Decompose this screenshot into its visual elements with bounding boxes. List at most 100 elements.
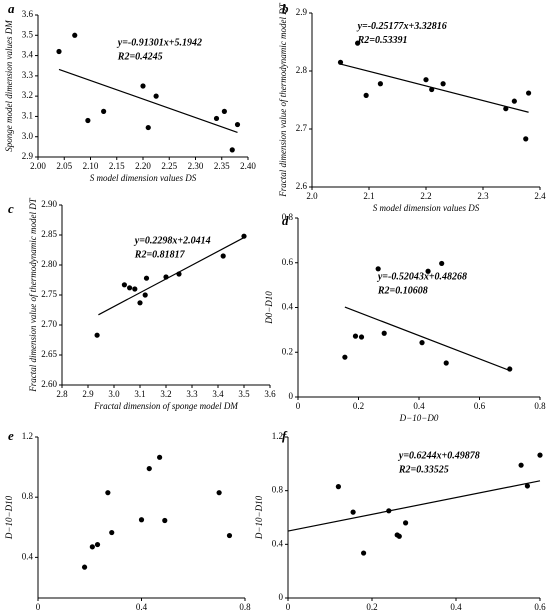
y-tick-label: 2.80 [41,259,57,269]
point [220,253,226,259]
x-axis-title: Fractal dimension of sponge model DM [93,401,238,411]
y-axis-title: Fractal dimension value of thermodynamic… [28,197,38,392]
annotation: y=-0.91301x+5.1942 [117,38,202,49]
point [396,533,402,539]
x-tick-label: 2.20 [135,161,151,171]
point [423,77,429,83]
point [221,108,227,114]
trendline [287,480,541,532]
x-tick-label: 0.8 [239,602,251,612]
point [105,490,111,496]
y-tick-label: 0.4 [22,551,34,561]
point [377,81,383,87]
point [101,108,107,114]
x-tick-label: 3.3 [186,389,198,399]
x-tick-label: 3.5 [238,389,250,399]
point [524,483,531,489]
x-tick-label: 2.9 [82,389,94,399]
x-tick-label: 3.2 [160,389,171,399]
y-tick-label: 2.75 [41,289,57,299]
annotation: R2=0.53391 [357,35,408,46]
y-axis-title: Sponge model dimension values DM [4,20,14,152]
y-tick-label: 0.2 [282,346,293,356]
x-tick-label: 2.35 [214,161,230,171]
y-tick-label: 2.90 [41,199,57,209]
y-tick-label: 2.6 [296,181,308,191]
point [352,333,359,339]
point [85,117,91,124]
x-tick-label: 3.1 [134,389,145,399]
x-tick-label: 3.6 [264,389,276,399]
point [153,93,159,99]
point [145,124,151,131]
x-tick-label: 0.6 [474,401,486,411]
point [216,490,222,496]
y-tick-label: 2.65 [41,349,57,359]
point [440,81,446,87]
point [140,83,146,89]
y-tick-label: 3.4 [22,50,34,60]
panel-label: a [8,1,15,16]
x-tick-label: 0 [36,602,41,612]
y-axis-title: Fractal dimension value of thermodynamic… [278,2,288,197]
point [526,90,532,96]
y-tick-label: 0.8 [272,485,284,495]
point [137,300,143,306]
x-tick-label: 0.4 [136,602,148,612]
y-tick-label: 3.5 [22,29,34,39]
x-tick-label: 0 [296,401,301,411]
y-tick-label: 0.8 [22,491,34,501]
y-tick-label: 0.8 [282,212,294,222]
x-tick-label: 2.25 [161,161,177,171]
panel-label: c [8,201,14,216]
y-tick-label: 0.6 [282,257,294,267]
panel-label: f [282,428,288,443]
point [537,452,543,458]
x-tick-label: 2.15 [109,161,125,171]
x-tick-label: 2.1 [363,191,374,201]
x-tick-label: 2.8 [56,389,68,399]
point [443,360,449,366]
x-tick-label: 2.10 [83,161,99,171]
y-tick-label: 0 [289,391,294,401]
annotation: y=0.2298x+2.0414 [134,235,211,246]
y-tick-label: 3.2 [22,90,33,100]
annotation: R2=0.33525 [398,465,449,476]
point [511,98,517,104]
point [375,266,381,272]
y-tick-label: 3.6 [22,9,34,19]
y-tick-label: 3.0 [22,131,34,141]
point [146,465,152,472]
y-tick-label: 2.9 [296,7,308,17]
point [507,366,513,372]
point [361,550,367,556]
x-tick-label: 2.40 [240,161,256,171]
y-tick-label: 2.7 [296,123,308,133]
point [127,285,133,291]
point [162,517,168,524]
y-tick-label: 2.9 [22,151,34,161]
x-tick-label: 2.30 [188,161,204,171]
trendline [98,237,245,316]
annotation: R2=0.81817 [134,249,186,260]
point [425,268,431,274]
annotation: y=0.6244x+0.49878 [398,451,480,462]
panel-label: d [282,213,289,228]
x-tick-label: 2.05 [56,161,72,171]
x-tick-label: 0.2 [353,401,364,411]
y-tick-label: 2.70 [41,319,57,329]
y-tick-label: 0.4 [282,302,294,312]
x-tick-label: 2.00 [30,161,46,171]
point [94,332,100,338]
point [523,136,529,142]
x-tick-label: 0.8 [534,401,546,411]
point [363,92,369,98]
point [439,260,445,267]
y-tick-label: 0.4 [272,538,284,548]
point [226,532,233,539]
point [503,106,509,112]
panel-label: e [8,428,14,443]
point [419,340,425,346]
point [350,509,356,515]
